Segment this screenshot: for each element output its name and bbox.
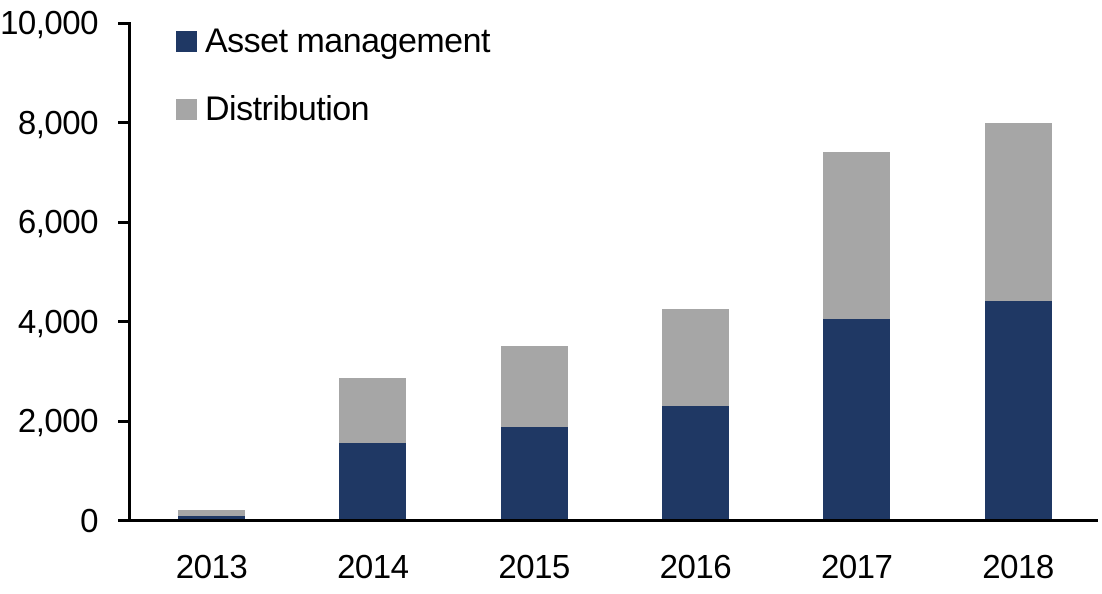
bar-segment-2017-distribution bbox=[823, 152, 891, 319]
bar-segment-2015-distribution bbox=[500, 346, 568, 427]
bar-segment-2014-distribution bbox=[339, 377, 407, 444]
legend-item-distribution: Distribution bbox=[176, 88, 370, 130]
y-axis-tick bbox=[118, 121, 129, 124]
legend-item-asset-management: Asset management bbox=[176, 20, 490, 62]
y-axis-tick bbox=[118, 419, 129, 423]
bar-segment-2018-asset-management bbox=[984, 300, 1052, 521]
bar-segment-2014-asset-management bbox=[339, 443, 407, 521]
y-axis-tick bbox=[118, 21, 129, 25]
legend-swatch-distribution-icon bbox=[176, 98, 197, 120]
x-axis-label-2014: 2014 bbox=[337, 548, 409, 585]
bar-segment-2013-asset-management bbox=[178, 515, 245, 521]
y-axis-tick-label: 2,000 bbox=[17, 402, 99, 439]
y-axis-tick-label: 0 bbox=[80, 501, 98, 539]
y-axis-tick bbox=[118, 220, 129, 224]
x-axis-line bbox=[118, 519, 1098, 522]
x-axis-label-2017: 2017 bbox=[820, 548, 893, 585]
bar-segment-2016-asset-management bbox=[661, 406, 729, 521]
bar-segment-2018-distribution bbox=[984, 122, 1052, 301]
y-axis-tick bbox=[118, 320, 129, 323]
bar-segment-2017-asset-management bbox=[823, 319, 891, 521]
legend-label-distribution: Distribution bbox=[205, 89, 370, 128]
x-axis-label-2015: 2015 bbox=[498, 548, 570, 585]
y-axis-tick-label: 6,000 bbox=[17, 203, 99, 240]
legend-swatch-asset-management-icon bbox=[176, 30, 197, 52]
bar-segment-2013-distribution bbox=[178, 509, 245, 516]
bar-segment-2015-asset-management bbox=[500, 426, 568, 521]
y-axis-tick-label: 8,000 bbox=[17, 103, 99, 141]
y-axis-tick-label: 10,000 bbox=[0, 4, 98, 41]
x-axis-label-2018: 2018 bbox=[982, 548, 1054, 585]
legend-label-asset-management: Asset management bbox=[205, 21, 490, 60]
bar-segment-2016-distribution bbox=[661, 309, 729, 407]
y-axis-tick-label: 4,000 bbox=[17, 302, 99, 340]
y-axis-line bbox=[128, 22, 131, 522]
x-axis-label-2013: 2013 bbox=[175, 548, 248, 585]
x-axis-label-2016: 2016 bbox=[659, 548, 732, 585]
